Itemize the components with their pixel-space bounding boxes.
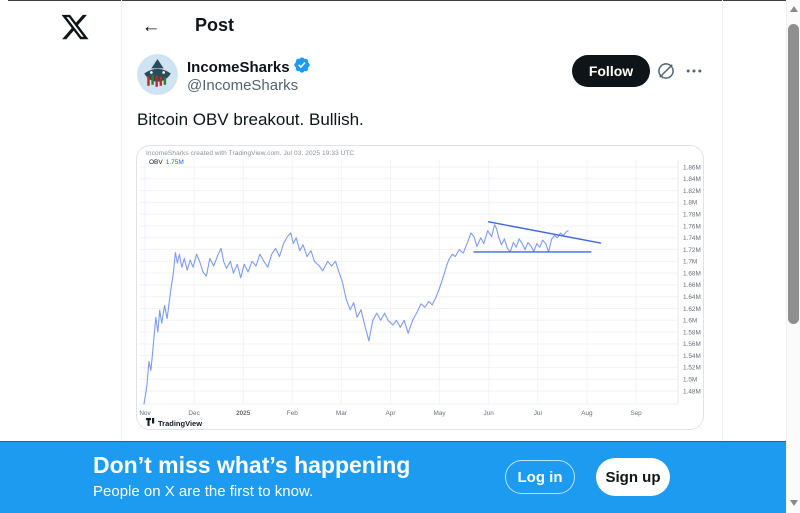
x-axis-label: Jul <box>534 410 542 417</box>
y-axis-label: 1.72M <box>683 247 701 254</box>
y-axis-label: 1.54M <box>683 353 701 360</box>
banner-heading: Don’t miss what’s happening <box>93 452 411 478</box>
chart-title: IncomeSharks created with TradingView.co… <box>146 150 355 157</box>
x-logo-icon <box>60 12 90 47</box>
page-title: Post <box>195 15 235 35</box>
indicator-label: OBV <box>149 159 163 166</box>
avatar[interactable] <box>137 54 178 95</box>
y-axis-label: 1.84M <box>683 176 701 183</box>
scrollbar[interactable] <box>786 0 800 513</box>
scrollbar-up-arrow-icon[interactable] <box>790 6 798 12</box>
x-axis-label: Dec <box>188 410 200 417</box>
y-axis-label: 1.82M <box>683 188 701 195</box>
grok-actions-button[interactable] <box>656 61 676 81</box>
more-menu-button[interactable] <box>684 61 704 81</box>
tweet-text: Bitcoin OBV breakout. Bullish. <box>137 110 364 129</box>
back-arrow-icon: ← <box>141 16 161 37</box>
indicator-value: 1.75M <box>165 159 184 166</box>
column-divider-left <box>121 0 122 441</box>
tradingview-logo-icon <box>146 418 155 428</box>
y-axis-label: 1.86M <box>683 164 701 171</box>
y-axis-label: 1.48M <box>683 388 701 395</box>
x-axis-label: 2025 <box>236 410 251 417</box>
y-axis-label: 1.7M <box>683 259 697 266</box>
y-axis-label: 1.6M <box>683 318 697 325</box>
x-axis-label: Mar <box>336 410 348 417</box>
author-handle[interactable]: @IncomeSharks <box>187 77 299 94</box>
chart-legend: OBV 1.75M <box>149 159 184 166</box>
y-axis-label: 1.5M <box>683 377 697 384</box>
signup-button[interactable]: Sign up <box>596 458 670 496</box>
x-axis-label: Aug <box>581 410 593 417</box>
window-top-edge <box>8 0 786 1</box>
tradingview-label: TradingView <box>158 418 203 428</box>
y-axis-label: 1.76M <box>683 223 701 230</box>
tweet-media-chart[interactable]: 1.86M 1.84M 1.82M 1.8M 1.78M 1.76M 1.74M 1.72M 1… <box>136 145 704 430</box>
resistance-trendline <box>488 221 602 244</box>
y-axis-label: 1.58M <box>683 329 701 336</box>
x-home-button[interactable] <box>56 10 94 48</box>
x-axis-label: Jun <box>484 410 495 417</box>
obv-line <box>143 224 569 405</box>
scrollbar-thumb[interactable] <box>788 24 799 324</box>
x-axis-label: Apr <box>386 410 397 417</box>
y-axis-label: 1.78M <box>683 211 701 218</box>
column-divider-right <box>722 0 723 441</box>
banner-subheading: People on X are the first to know. <box>93 483 314 500</box>
follow-button[interactable]: Follow <box>572 55 650 87</box>
verified-badge-icon <box>293 56 311 79</box>
y-axis-label: 1.8M <box>683 200 697 207</box>
grok-icon <box>656 63 676 85</box>
y-axis-label: 1.74M <box>683 235 701 242</box>
signup-banner: Don’t miss what’s happening People on X … <box>0 441 786 513</box>
y-axis-label: 1.62M <box>683 306 701 313</box>
x-axis-label: May <box>434 410 447 417</box>
y-axis-label: 1.68M <box>683 270 701 277</box>
more-dots-icon <box>684 68 704 85</box>
login-button[interactable]: Log in <box>505 460 575 494</box>
x-axis-label: Feb <box>287 410 298 417</box>
y-axis-label: 1.66M <box>683 282 701 289</box>
tradingview-attribution: TradingView <box>146 418 202 428</box>
x-axis-label: Nov <box>139 410 151 417</box>
obv-chart-plot: 1.86M 1.84M 1.82M 1.8M 1.78M 1.76M 1.74M 1.72M 1… <box>139 160 701 417</box>
back-button[interactable]: ← <box>138 14 164 40</box>
y-axis-label: 1.56M <box>683 341 701 348</box>
y-axis-label: 1.64M <box>683 294 701 301</box>
x-axis-label: Sep <box>630 410 642 417</box>
scrollbar-down-arrow-icon[interactable] <box>790 500 798 506</box>
y-axis-label: 1.52M <box>683 365 701 372</box>
author-name[interactable]: IncomeSharks <box>187 59 290 76</box>
